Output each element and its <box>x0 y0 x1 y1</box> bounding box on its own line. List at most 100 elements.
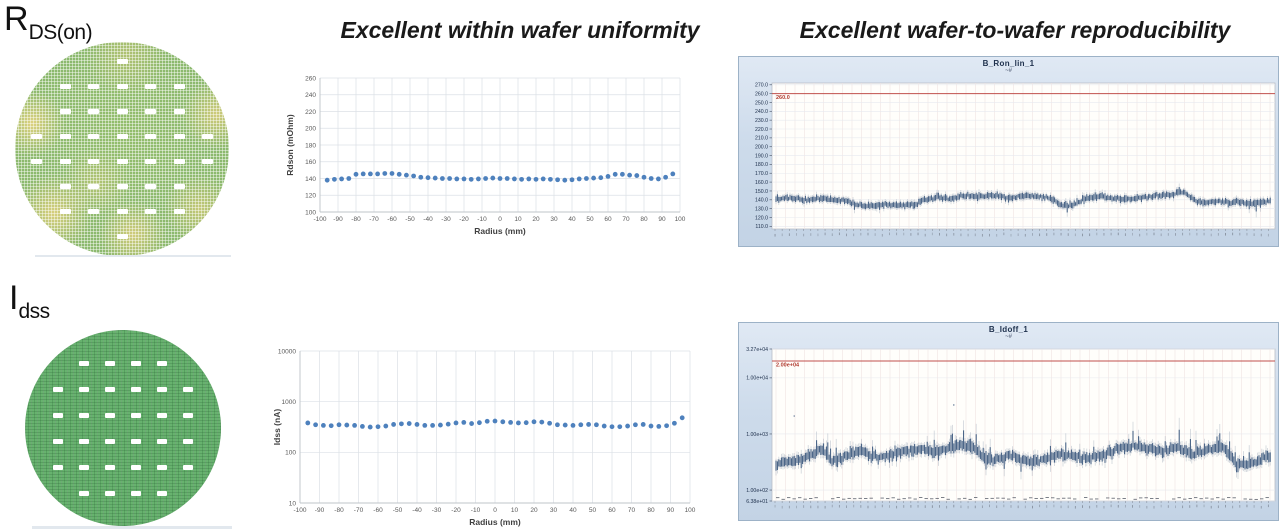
data-point <box>418 174 424 180</box>
wafer-reticle-mark <box>88 209 99 214</box>
wafer-reticle-mark <box>131 490 141 496</box>
x-tick-label-smudge <box>1203 504 1205 508</box>
data-point <box>569 177 575 183</box>
x-tick-label-smudge <box>917 232 919 236</box>
data-point <box>461 176 467 182</box>
bottom-rail-point <box>941 497 945 499</box>
outlier-point <box>953 404 955 406</box>
x-tick-label-smudge <box>1253 505 1255 508</box>
wafer-to-wafer-reproducibility-title: Excellent wafer-to-wafer reproducibility <box>799 17 1231 43</box>
wafer-reticle-mark <box>183 464 193 470</box>
data-point <box>430 423 435 428</box>
x-tick-label-smudge <box>1210 505 1212 509</box>
x-tick-label-smudge <box>1067 233 1069 236</box>
wafer-reticle-mark <box>157 360 167 366</box>
x-tick-label-smudge <box>1003 232 1005 236</box>
data-point <box>612 171 618 177</box>
bottom-rail-point <box>974 497 978 498</box>
wafer-reticle-mark <box>202 134 213 139</box>
x-tick-label-smudge <box>1217 505 1219 509</box>
x-axis-title: Radius (mm) <box>474 226 526 236</box>
y-axis-title: Rdson (mOhm) <box>285 114 295 176</box>
x-tick-label: 80 <box>647 507 655 514</box>
data-point <box>438 422 443 428</box>
x-tick-label-smudge <box>1010 505 1012 508</box>
x-tick-label-smudge <box>1110 232 1112 236</box>
x-tick-label-smudge <box>824 232 826 236</box>
x-tick-label: 50 <box>586 216 594 223</box>
bottom-rail-point <box>842 498 846 500</box>
ron-control-chart-plot: 270.0 260.0 250.0 240.0 230.0 220.0 210.0 200.0… <box>755 82 1276 237</box>
x-tick-label-smudge <box>910 505 912 508</box>
wafer-reticle-mark <box>131 360 141 366</box>
x-tick-label-smudge <box>774 504 776 508</box>
wafer-reticle-mark <box>173 159 185 164</box>
data-point <box>344 422 350 428</box>
data-point <box>562 177 568 183</box>
x-tick-label-smudge <box>1032 233 1033 236</box>
data-point <box>324 177 330 183</box>
data-point <box>490 175 496 181</box>
x-tick-label: 90 <box>658 216 666 223</box>
data-point <box>367 424 373 430</box>
bottom-rail-point <box>946 498 950 500</box>
wafer-reticle-mark <box>53 438 63 444</box>
x-tick-label-smudge <box>1017 505 1019 509</box>
x-tick-label-smudge <box>931 505 933 508</box>
y-tick-label: 100 <box>305 209 316 216</box>
bottom-rail-point <box>798 497 802 499</box>
y-tick-label: 200 <box>305 126 316 133</box>
data-point <box>679 415 685 421</box>
x-tick-label-smudge <box>1117 504 1119 508</box>
ron-control-chart-title: B_Ron_lin_1 <box>982 59 1035 68</box>
x-tick-label-smudge <box>1182 505 1184 509</box>
x-tick-label-smudge <box>896 232 898 236</box>
x-tick-label-smudge <box>860 232 862 236</box>
y-tick-label: 130.0 <box>755 206 768 212</box>
x-tick-label-smudge <box>1160 504 1162 508</box>
x-tick-label: 60 <box>608 507 616 514</box>
y-tick-label: 10 <box>289 500 297 507</box>
y-tick-label: 260.0 <box>755 91 768 97</box>
data-point <box>512 176 517 182</box>
wafer-reticle-mark <box>145 109 156 114</box>
wafer-reticle-mark <box>173 209 185 214</box>
bottom-rail-point <box>792 498 796 500</box>
x-tick-label: -10 <box>477 216 487 223</box>
y-axis-title: Idss (nA) <box>272 409 282 446</box>
x-tick-label-smudge <box>1160 233 1162 237</box>
data-point <box>414 422 420 427</box>
data-point <box>670 171 676 177</box>
rdson-parameter-label: RDS(on) <box>4 2 93 43</box>
wafer-reticle-mark <box>88 84 99 89</box>
x-tick-label-smudge <box>917 504 919 508</box>
data-point <box>617 424 623 430</box>
bottom-rail-point <box>1045 497 1049 498</box>
bottom-rail-point <box>803 498 807 500</box>
wafer-reticle-mark <box>116 59 128 64</box>
wafer-reticle-mark <box>116 159 128 164</box>
data-point <box>468 176 474 182</box>
y-tick-label: 250.0 <box>755 100 768 106</box>
data-point <box>656 423 662 429</box>
bottom-rail-point <box>1216 497 1220 499</box>
data-point <box>305 420 311 426</box>
data-point <box>483 176 488 181</box>
wafer-reticle-mark <box>79 490 89 496</box>
x-tick-label-smudge <box>881 233 883 237</box>
x-tick-label-smudge <box>788 233 790 236</box>
x-tick-label-smudge <box>881 504 883 508</box>
bottom-rail-point <box>1056 498 1060 500</box>
wafer-reticle-mark <box>116 84 128 89</box>
x-tick-label: -60 <box>387 216 397 223</box>
plot-background <box>771 82 1276 230</box>
wafer-reticle-mark <box>59 184 71 189</box>
x-tick-label-smudge <box>1103 233 1105 236</box>
wafer-reticle-mark <box>105 438 115 444</box>
bottom-rail-point <box>897 498 901 500</box>
y-tick-label: 230.0 <box>755 118 768 124</box>
ron-control-chart-panel: B_Ron_lin_1 ~# 270.0 260.0 250.0 240.0 230.0… <box>738 56 1279 247</box>
x-tick-label-smudge <box>1175 233 1176 236</box>
x-tick-label-smudge <box>1246 504 1248 508</box>
y-tick-label: 120.0 <box>755 215 768 221</box>
